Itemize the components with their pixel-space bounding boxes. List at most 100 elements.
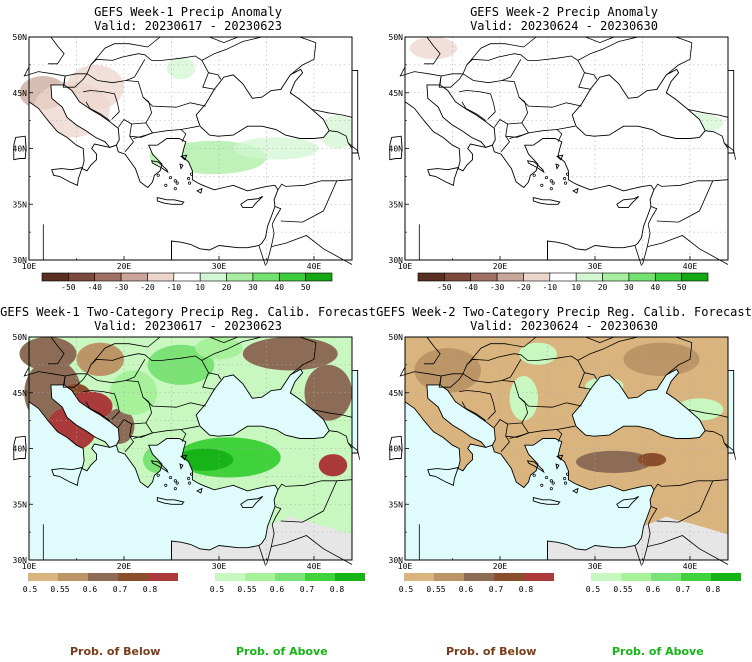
- cyprus: [240, 195, 264, 209]
- colorbar-swatch: [58, 573, 88, 581]
- colorbar-label: 0.6: [83, 585, 98, 594]
- country-border: [277, 479, 353, 491]
- colorbar-swatch: [28, 573, 58, 581]
- colorbar-label: 0.8: [706, 585, 721, 594]
- colorbar-swatch: [470, 272, 498, 282]
- country-border: [501, 380, 582, 408]
- prob-above-label-right: Prob. of Above: [612, 645, 704, 658]
- data-cell: [623, 342, 700, 377]
- colorbar-label: 0.8: [330, 585, 345, 594]
- crete: [532, 497, 561, 505]
- x-tick-label: 40E: [307, 562, 322, 570]
- small-island: [187, 477, 191, 481]
- colorbar-label: 0.8: [519, 585, 534, 594]
- colorbar-swatch: [278, 272, 306, 282]
- y-tick-label: 40N: [13, 445, 28, 454]
- x-tick-label: 20E: [117, 562, 132, 570]
- small-island: [189, 472, 194, 476]
- data-cell: [19, 337, 77, 371]
- map-week1-category: 10E 20E 30E 40E 30N 35N 40N 45N 50N: [13, 333, 360, 570]
- country-border: [556, 425, 576, 430]
- anomaly-colorbar-week1: -50 -40 -30 -20 -10 10 20 30 40 50: [41, 272, 333, 292]
- y-tick-label: 30N: [13, 556, 28, 565]
- country-border: [466, 43, 524, 66]
- country-border: [271, 235, 353, 265]
- panel-week2-category: GEFS Week-2 Two-Category Precip Reg. Cal…: [376, 300, 752, 600]
- y-tick-label: 35N: [13, 200, 28, 209]
- country-border: [461, 101, 487, 121]
- country-border: [723, 142, 736, 160]
- colorbar-swatch: [215, 573, 245, 581]
- x-tick-label: 40E: [683, 262, 698, 270]
- country-border: [675, 36, 693, 43]
- colorbar-label: 50: [301, 283, 311, 292]
- country-border: [584, 72, 598, 80]
- small-island: [540, 483, 544, 487]
- colorbar-label: 0.5: [23, 585, 38, 594]
- country-border: [209, 36, 239, 44]
- colorbar-label: 0.6: [270, 585, 285, 594]
- x-tick-label: 30E: [588, 262, 603, 270]
- data-cell: [509, 376, 538, 421]
- colorbar-swatch: [417, 272, 445, 282]
- country-border: [462, 359, 522, 384]
- country-border: [271, 535, 353, 565]
- small-island: [156, 473, 160, 477]
- chios: [555, 463, 560, 470]
- caspian-sea: [351, 69, 359, 154]
- colorbar-swatch: [621, 573, 651, 581]
- country-border: [144, 354, 216, 390]
- sardinia-corsica: [389, 135, 403, 161]
- colorbar-swatch: [88, 573, 118, 581]
- country-border: [209, 336, 239, 344]
- colorbar-swatch: [148, 573, 178, 581]
- colorbar-swatch: [147, 272, 175, 282]
- small-island: [173, 487, 177, 491]
- colorbar-swatch: [335, 573, 365, 581]
- black-sea: [571, 68, 706, 139]
- y-tick-label: 40N: [13, 145, 28, 154]
- country-border: [642, 524, 651, 565]
- x-tick-label: 20E: [117, 262, 132, 270]
- euboea: [150, 460, 169, 474]
- country-border: [653, 479, 729, 491]
- rhodes: [196, 487, 203, 494]
- country-border: [441, 53, 521, 77]
- small-island: [173, 479, 177, 483]
- country-border: [117, 118, 135, 153]
- country-border: [347, 142, 360, 160]
- euboea: [150, 160, 169, 174]
- data-cell: [67, 64, 124, 110]
- x-tick-label: 20E: [493, 562, 508, 570]
- small-island: [164, 183, 168, 187]
- colorbar-label: -30: [114, 283, 129, 292]
- country-border: [424, 336, 441, 365]
- colorbar-swatch: [226, 272, 254, 282]
- y-tick-label: 40N: [389, 445, 404, 454]
- country-border: [86, 359, 146, 384]
- colorbar-label: 0.7: [676, 585, 691, 594]
- data-cell: [304, 364, 352, 421]
- colorbar-swatch: [275, 573, 305, 581]
- colorbar-swatch: [94, 272, 122, 282]
- panel-week2-anomaly: GEFS Week-2 Precip Anomaly Valid: 202306…: [376, 0, 752, 300]
- country-border: [688, 409, 729, 418]
- small-island: [545, 175, 549, 180]
- small-island: [540, 183, 544, 187]
- country-border: [201, 336, 262, 361]
- country-border: [466, 343, 524, 366]
- x-tick-label: 10E: [398, 562, 413, 570]
- small-island: [156, 173, 160, 177]
- country-border: [656, 180, 714, 223]
- x-tick-label: 10E: [22, 562, 37, 570]
- colorbar-label: 0.5: [399, 585, 414, 594]
- small-island: [173, 187, 177, 191]
- colorbar-label: 0.55: [50, 585, 69, 594]
- x-tick-label: 30E: [588, 562, 603, 570]
- colorbar-swatch: [41, 272, 69, 282]
- colorbar-label: 50: [677, 283, 687, 292]
- rhodes: [572, 187, 579, 194]
- small-island: [565, 172, 570, 176]
- country-border: [129, 129, 187, 142]
- y-tick-label: 35N: [389, 500, 404, 509]
